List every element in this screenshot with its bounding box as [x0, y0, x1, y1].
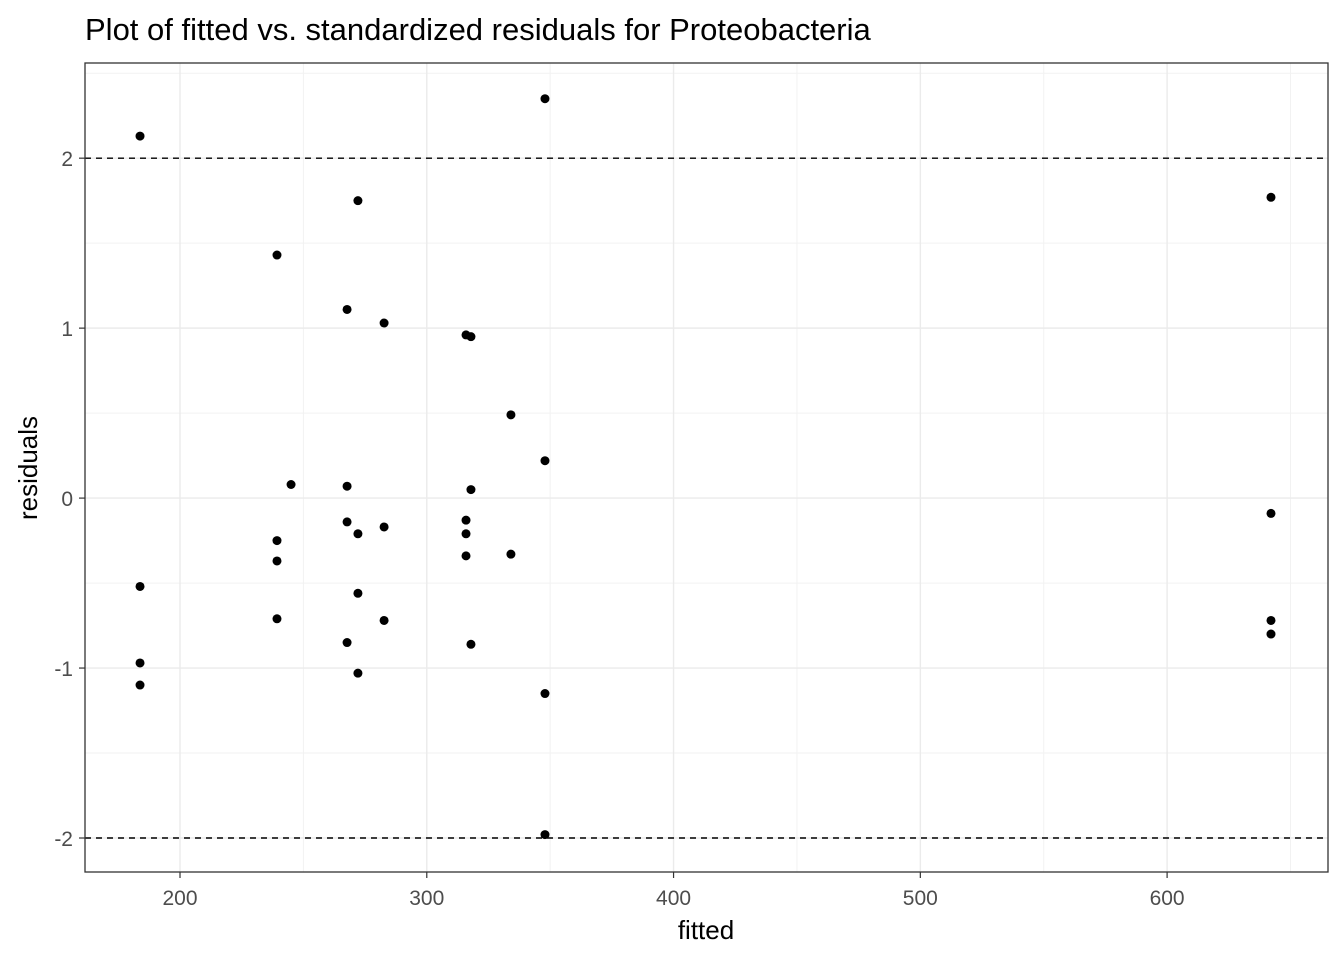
data-point — [342, 304, 352, 314]
data-point — [466, 485, 476, 495]
data-point — [1266, 192, 1276, 202]
y-tick-label: -1 — [54, 658, 73, 681]
data-point — [1266, 629, 1276, 639]
x-tick-label: 300 — [409, 887, 444, 910]
y-tick-label: 0 — [61, 488, 73, 511]
data-point — [1266, 615, 1276, 625]
data-point — [540, 456, 550, 466]
y-tick-label: -2 — [54, 828, 73, 851]
data-points — [135, 94, 1276, 840]
data-point — [379, 522, 389, 532]
data-point — [342, 638, 352, 648]
data-point — [466, 332, 476, 342]
data-point — [379, 615, 389, 625]
data-point — [1266, 508, 1276, 518]
x-tick-label: 500 — [903, 887, 938, 910]
data-point — [272, 556, 282, 566]
y-tick-label: 2 — [61, 148, 73, 171]
y-axis-label: residuals — [13, 416, 43, 520]
data-point — [506, 410, 516, 420]
x-tick-label: 200 — [162, 887, 197, 910]
data-point — [286, 479, 296, 489]
data-point — [353, 196, 363, 206]
data-point — [272, 250, 282, 260]
data-point — [461, 529, 471, 539]
x-tick-label: 600 — [1150, 887, 1185, 910]
y-tick-label: 1 — [61, 318, 73, 341]
data-point — [540, 830, 550, 840]
data-point — [379, 318, 389, 328]
data-point — [272, 536, 282, 546]
x-tick-label: 400 — [656, 887, 691, 910]
data-point — [461, 551, 471, 561]
data-point — [461, 515, 471, 525]
data-point — [466, 639, 476, 649]
data-point — [135, 658, 145, 668]
data-point — [342, 517, 352, 527]
panel-border — [84, 62, 1329, 873]
gridlines — [85, 63, 1328, 872]
data-point — [353, 668, 363, 678]
chart-title: Plot of fitted vs. standardized residual… — [85, 12, 872, 47]
data-point — [135, 680, 145, 690]
data-point — [272, 614, 282, 624]
x-axis-label: fitted — [678, 915, 734, 945]
data-point — [135, 131, 145, 141]
data-point — [135, 581, 145, 591]
data-point — [540, 94, 550, 104]
data-point — [540, 689, 550, 699]
data-point — [342, 481, 352, 491]
data-point — [353, 588, 363, 598]
data-point — [506, 549, 516, 559]
data-point — [353, 529, 363, 539]
axis-ticks: 200 300 400 500 600 -2 -1 0 1 2 — [54, 148, 1184, 910]
reference-lines — [85, 157, 1328, 839]
